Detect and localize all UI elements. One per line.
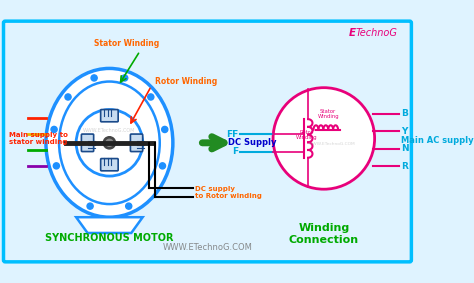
Text: R: R — [401, 162, 408, 171]
Text: WWW.ETechnoG.COM: WWW.ETechnoG.COM — [309, 142, 356, 146]
Circle shape — [162, 127, 168, 132]
Circle shape — [51, 127, 57, 132]
Circle shape — [126, 203, 132, 209]
Text: E: E — [348, 28, 356, 38]
Text: FF: FF — [226, 130, 238, 139]
Circle shape — [106, 139, 113, 146]
Text: Main supply to
stator winding: Main supply to stator winding — [9, 132, 68, 145]
Circle shape — [91, 75, 97, 81]
Text: DC supply
to Rotor winding: DC supply to Rotor winding — [195, 186, 262, 199]
Text: F: F — [232, 147, 238, 156]
Circle shape — [122, 75, 128, 81]
Text: WWW.ETechnoG.COM: WWW.ETechnoG.COM — [83, 128, 136, 133]
Text: Rotor
Winding: Rotor Winding — [295, 130, 317, 140]
Text: Y: Y — [401, 127, 407, 136]
Text: Winding
Connection: Winding Connection — [289, 223, 359, 245]
Circle shape — [65, 94, 71, 100]
Text: WWW.ETechnoG.COM: WWW.ETechnoG.COM — [163, 243, 252, 252]
Circle shape — [53, 163, 59, 169]
FancyBboxPatch shape — [82, 134, 94, 152]
Text: SYNCHRONOUS MOTOR: SYNCHRONOUS MOTOR — [45, 233, 173, 243]
FancyBboxPatch shape — [3, 21, 411, 262]
Text: Stator
Winding: Stator Winding — [318, 108, 339, 119]
Text: TechnoG: TechnoG — [356, 28, 397, 38]
Text: B: B — [401, 110, 408, 118]
Text: Stator Winding: Stator Winding — [94, 39, 160, 48]
FancyBboxPatch shape — [100, 158, 118, 171]
Ellipse shape — [46, 68, 173, 217]
Text: N: N — [401, 144, 409, 153]
Polygon shape — [76, 217, 143, 233]
FancyBboxPatch shape — [130, 134, 143, 152]
Circle shape — [159, 163, 165, 169]
Circle shape — [273, 88, 374, 189]
Text: Rotor Winding: Rotor Winding — [155, 77, 217, 86]
Text: DC Supply: DC Supply — [228, 138, 276, 147]
Circle shape — [148, 94, 154, 100]
Ellipse shape — [59, 82, 160, 204]
Circle shape — [87, 203, 93, 209]
Circle shape — [76, 110, 143, 176]
FancyBboxPatch shape — [100, 110, 118, 122]
Circle shape — [103, 137, 116, 149]
Text: Main AC supply: Main AC supply — [401, 136, 474, 145]
